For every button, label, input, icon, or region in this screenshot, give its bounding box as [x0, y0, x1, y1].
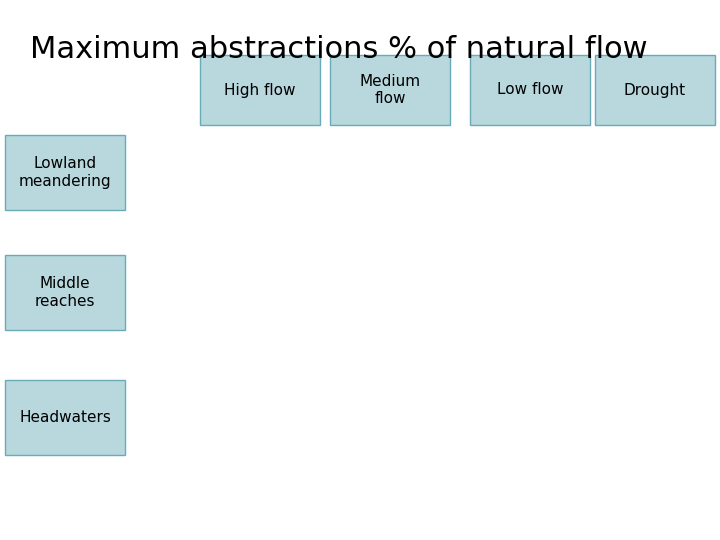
FancyBboxPatch shape — [5, 135, 125, 210]
Text: Headwaters: Headwaters — [19, 410, 111, 425]
FancyBboxPatch shape — [330, 55, 450, 125]
Text: Middle
reaches: Middle reaches — [35, 276, 95, 309]
Text: Medium
flow: Medium flow — [359, 74, 420, 106]
Text: Lowland
meandering: Lowland meandering — [19, 156, 112, 188]
Text: Drought: Drought — [624, 83, 686, 98]
FancyBboxPatch shape — [5, 380, 125, 455]
Text: Maximum abstractions % of natural flow: Maximum abstractions % of natural flow — [30, 35, 647, 64]
Text: High flow: High flow — [224, 83, 296, 98]
FancyBboxPatch shape — [470, 55, 590, 125]
FancyBboxPatch shape — [5, 255, 125, 330]
FancyBboxPatch shape — [595, 55, 715, 125]
Text: Low flow: Low flow — [497, 83, 563, 98]
FancyBboxPatch shape — [200, 55, 320, 125]
